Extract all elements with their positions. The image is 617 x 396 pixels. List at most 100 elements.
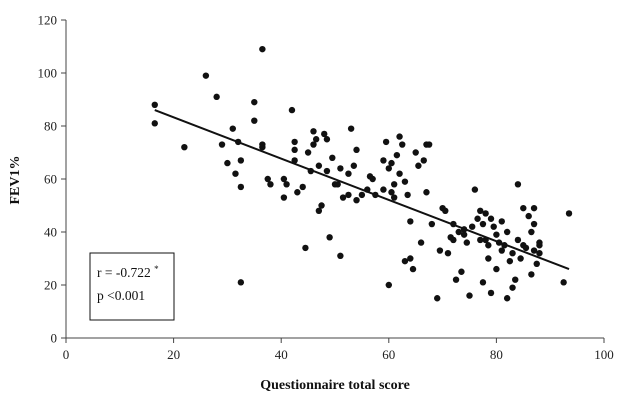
data-point [536,239,543,246]
significance-marker: * [154,264,159,274]
x-tick-label: 20 [167,347,180,362]
data-point [350,162,358,169]
data-point [530,247,538,254]
data-point [229,125,236,132]
data-point [487,289,495,297]
data-point [321,130,328,138]
data-point [181,144,188,151]
data-point [237,279,245,286]
data-point [399,141,406,148]
x-tick-label: 60 [382,347,395,362]
data-point [485,242,492,249]
data-point [501,242,508,249]
data-point [401,178,409,185]
data-point [466,292,473,299]
data-point [512,276,519,283]
data-point [528,228,535,236]
data-point [482,236,489,244]
data-point [565,210,573,217]
data-point [280,194,288,201]
data-point [417,239,425,246]
data-point [267,181,274,188]
data-point [509,284,516,291]
data-point [283,181,290,188]
data-point [234,138,242,146]
data-point [385,165,392,172]
data-point [339,194,347,201]
data-point [213,93,220,101]
data-point [498,247,505,254]
data-point [390,194,398,201]
y-tick-label: 120 [38,13,58,28]
data-point [294,189,301,196]
data-point [434,295,441,302]
data-point [493,265,500,273]
data-point [353,146,360,154]
data-point [202,72,210,79]
data-point [428,220,436,228]
x-tick-label: 80 [490,347,503,362]
data-point [291,146,298,154]
data-point [479,279,487,286]
data-point [536,250,543,257]
data-point [364,186,371,193]
data-point [307,167,314,175]
data-point [412,149,419,156]
data-point [450,236,457,244]
data-point [533,260,540,267]
data-point [264,175,271,183]
correlation-text: r = -0.722 * [97,264,159,280]
y-axis-title: FEV1% [8,156,23,205]
data-point [477,236,484,244]
data-point [450,220,457,228]
data-point [509,250,516,257]
y-tick-label: 40 [44,225,57,240]
data-point [474,215,481,222]
data-point [312,136,320,143]
data-point [369,175,376,183]
data-point [498,218,505,225]
y-tick-label: 20 [44,278,57,293]
data-point [396,133,403,140]
data-point [455,228,462,236]
p-value-text: p <0.001 [97,288,145,303]
data-point [318,202,325,209]
data-point [385,281,392,289]
data-point [522,244,530,252]
data-point [458,268,465,275]
data-point [259,45,266,53]
data-point [345,191,352,199]
data-point [329,154,336,161]
data-point [299,183,306,191]
stats-annotation: r = -0.722 * p <0.001 [89,252,175,321]
correlation-value: r = -0.722 [97,265,151,280]
data-point [525,212,532,220]
data-point [224,159,231,167]
y-tick-label: 0 [51,331,58,346]
data-point [471,186,479,193]
y-tick-label: 100 [38,66,58,81]
data-point [506,257,514,265]
data-point [288,106,296,114]
data-point [280,175,288,183]
data-point [380,186,387,193]
data-point [315,162,323,169]
data-point [388,189,395,196]
data-point [372,191,379,199]
data-point [337,252,344,260]
data-point [487,215,495,222]
data-point [345,170,352,177]
data-point [528,271,535,278]
data-point [415,162,422,169]
data-point [393,151,401,159]
data-point [334,181,341,188]
data-point [259,144,266,151]
data-point [347,125,355,132]
data-point [353,197,360,204]
data-point [409,265,417,273]
data-point [514,181,522,188]
data-point [468,223,476,230]
data-point [388,159,395,167]
data-point [404,191,411,199]
